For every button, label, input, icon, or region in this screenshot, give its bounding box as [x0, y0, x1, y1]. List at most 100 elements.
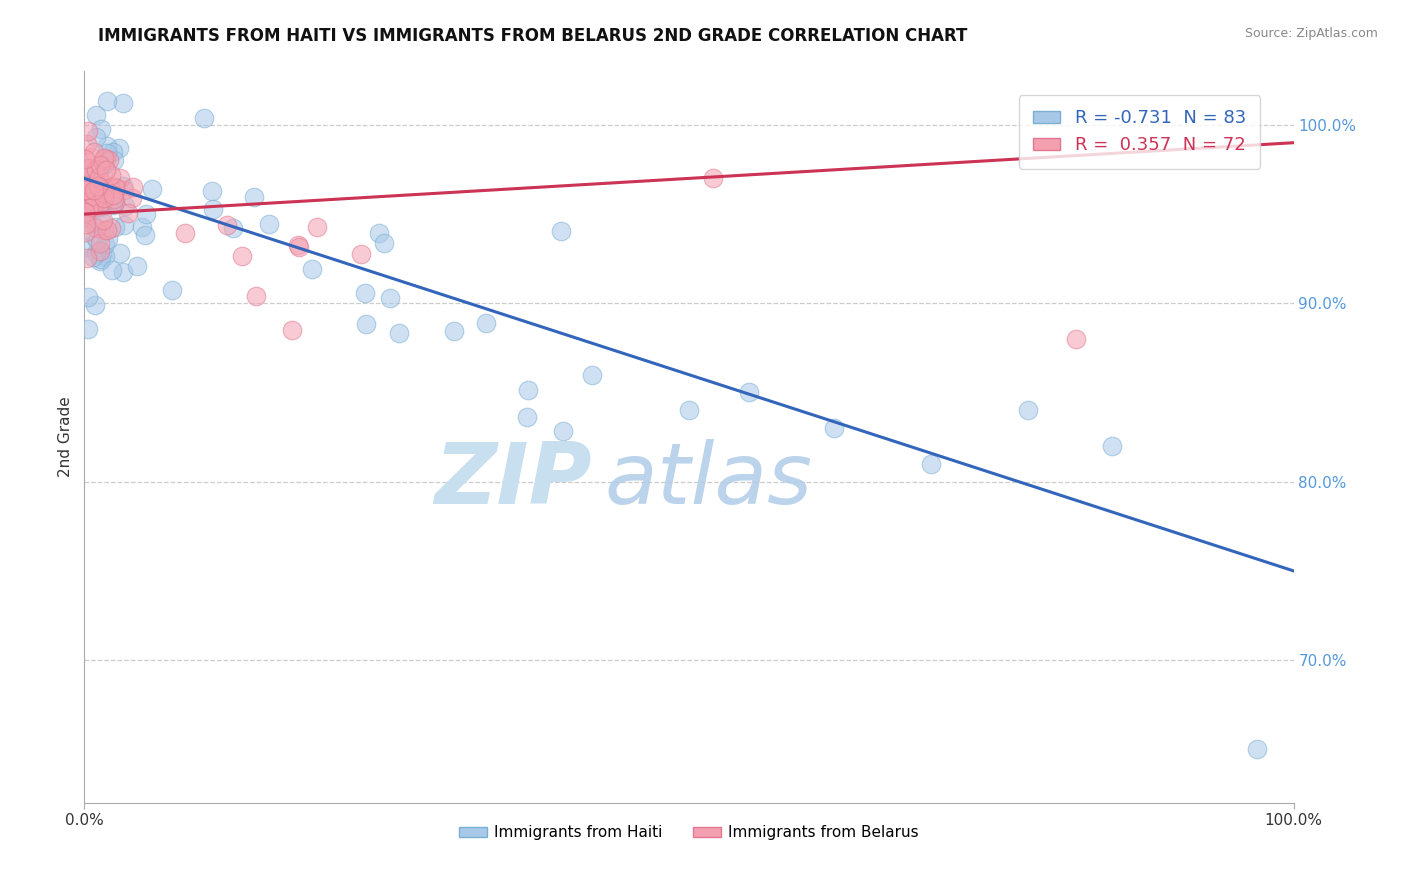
- Text: Source: ZipAtlas.com: Source: ZipAtlas.com: [1244, 27, 1378, 40]
- Point: [581, 368, 603, 382]
- Y-axis label: 2nd Grade: 2nd Grade: [58, 397, 73, 477]
- Point: [77, 124, 100, 138]
- Point: [515, 410, 537, 425]
- Point: [287, 237, 309, 252]
- Point: [160, 284, 183, 298]
- Point: [80, 150, 103, 164]
- Point: [245, 289, 267, 303]
- Point: [86, 178, 108, 193]
- Text: IMMIGRANTS FROM HAITI VS IMMIGRANTS FROM BELARUS 2ND GRADE CORRELATION CHART: IMMIGRANTS FROM HAITI VS IMMIGRANTS FROM…: [98, 27, 967, 45]
- Point: [174, 226, 197, 240]
- Point: [135, 207, 157, 221]
- Point: [80, 187, 103, 202]
- Point: [93, 158, 115, 172]
- Point: [108, 141, 131, 155]
- Point: [90, 200, 112, 214]
- Point: [287, 240, 309, 254]
- Point: [243, 190, 266, 204]
- Point: [90, 191, 112, 205]
- Point: [89, 244, 111, 259]
- Point: [83, 183, 105, 197]
- Point: [117, 205, 139, 219]
- Point: [89, 182, 111, 196]
- Point: [257, 217, 280, 231]
- Point: [77, 201, 100, 215]
- Point: [73, 204, 96, 219]
- Point: [79, 192, 101, 206]
- Point: [84, 162, 107, 177]
- Point: [76, 161, 98, 175]
- Point: [96, 146, 118, 161]
- Point: [86, 233, 108, 247]
- Point: [90, 179, 112, 194]
- Point: [82, 166, 104, 180]
- Point: [98, 179, 121, 194]
- Point: [112, 218, 135, 232]
- Point: [76, 211, 98, 225]
- Point: [100, 221, 122, 235]
- Point: [84, 130, 107, 145]
- Point: [112, 179, 135, 194]
- Point: [920, 457, 942, 471]
- Point: [114, 199, 136, 213]
- Point: [75, 152, 97, 166]
- Point: [90, 246, 112, 260]
- Point: [373, 235, 395, 250]
- Point: [443, 325, 465, 339]
- Point: [84, 246, 107, 260]
- Point: [97, 187, 120, 202]
- Point: [76, 136, 98, 151]
- Point: [96, 223, 118, 237]
- Point: [97, 232, 120, 246]
- Text: atlas: atlas: [605, 440, 813, 523]
- Point: [98, 153, 121, 167]
- Point: [75, 168, 97, 182]
- Point: [101, 187, 124, 202]
- Legend: Immigrants from Haiti, Immigrants from Belarus: Immigrants from Haiti, Immigrants from B…: [453, 819, 925, 847]
- Point: [104, 180, 127, 194]
- Point: [101, 263, 124, 277]
- Point: [104, 219, 127, 234]
- Point: [93, 194, 115, 208]
- Point: [86, 200, 108, 214]
- Point: [90, 215, 112, 229]
- Text: ZIP: ZIP: [434, 440, 592, 523]
- Point: [201, 184, 224, 198]
- Point: [90, 252, 112, 266]
- Point: [90, 122, 112, 136]
- Point: [87, 169, 110, 184]
- Point: [96, 163, 118, 178]
- Point: [103, 197, 125, 211]
- Point: [141, 182, 163, 196]
- Point: [77, 290, 100, 304]
- Point: [83, 191, 105, 205]
- Point: [83, 229, 105, 244]
- Point: [87, 172, 110, 186]
- Point: [103, 153, 125, 167]
- Point: [104, 194, 127, 209]
- Point: [301, 262, 323, 277]
- Point: [93, 157, 115, 171]
- Point: [1101, 439, 1123, 453]
- Point: [89, 253, 111, 268]
- Point: [823, 421, 845, 435]
- Point: [76, 251, 98, 265]
- Point: [82, 188, 104, 202]
- Point: [87, 169, 110, 184]
- Point: [93, 191, 115, 205]
- Point: [94, 152, 117, 166]
- Point: [75, 240, 97, 254]
- Point: [378, 291, 401, 305]
- Point: [93, 223, 115, 237]
- Point: [75, 209, 97, 223]
- Point: [89, 236, 111, 251]
- Point: [281, 323, 304, 337]
- Point: [91, 213, 114, 227]
- Point: [89, 184, 111, 198]
- Point: [93, 151, 115, 165]
- Point: [354, 285, 377, 300]
- Point: [111, 95, 134, 110]
- Point: [83, 298, 105, 312]
- Point: [702, 171, 724, 186]
- Point: [73, 178, 96, 192]
